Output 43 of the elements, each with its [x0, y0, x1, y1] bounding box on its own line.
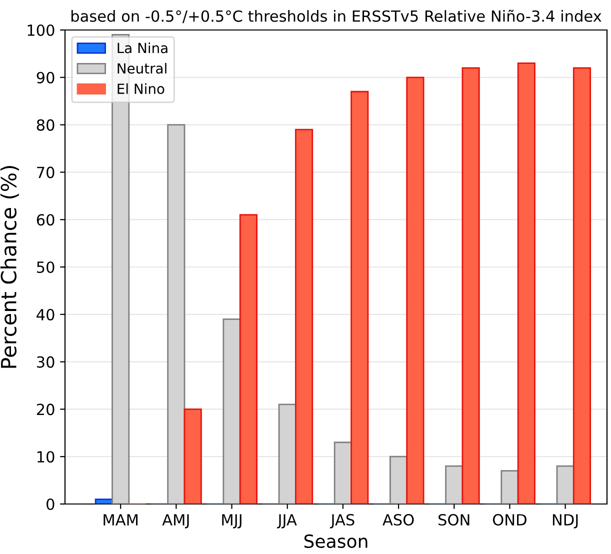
y-tick-label: 40 — [36, 308, 54, 320]
bar — [278, 404, 296, 504]
x-tick-label: AMJ — [162, 514, 189, 528]
bar — [462, 67, 480, 504]
y-tick-label: 70 — [37, 166, 54, 178]
y-tick-label: 100 — [28, 24, 54, 36]
y-tick-label: 90 — [36, 72, 54, 84]
legend-label: La Nina — [118, 42, 168, 54]
y-tick-label: 20 — [36, 404, 54, 416]
bar — [445, 465, 464, 504]
x-tick-label: JJA — [276, 514, 297, 528]
x-tick-label: MJJ — [222, 514, 242, 528]
x-tick-label: ASO — [382, 514, 414, 526]
y-tick-label: 80 — [36, 119, 54, 131]
y-axis-title: Percent Chance (%) — [0, 166, 19, 368]
bar — [94, 498, 113, 504]
x-tick-label: NDJ — [552, 514, 578, 528]
x-axis-title: Season — [304, 534, 368, 548]
chart-title: based on -0.5°/+0.5°C thresholds in ERSSTv5 Relative Niño-3.4 index — [71, 10, 602, 24]
legend-label: Neutral — [118, 62, 166, 74]
x-tick-label: JAS — [330, 514, 354, 528]
bar — [295, 128, 314, 504]
y-tick-label: 0 — [46, 498, 54, 510]
bar — [390, 456, 408, 504]
y-tick-label: 10 — [38, 451, 54, 463]
bar — [500, 470, 519, 504]
y-tick-label: 50 — [37, 261, 54, 274]
legend-label: El Nino — [118, 83, 164, 94]
bar — [556, 465, 574, 504]
bar — [167, 124, 186, 504]
bar — [334, 442, 352, 504]
bar — [222, 318, 241, 504]
x-tick-label: OND — [492, 514, 526, 526]
x-tick-label: SON — [438, 514, 470, 526]
bar — [350, 90, 369, 504]
y-tick-label: 30 — [37, 356, 54, 368]
bar — [406, 76, 424, 504]
bar — [239, 214, 258, 504]
x-tick-label: MAM — [104, 514, 138, 526]
y-tick-label: 60 — [36, 214, 54, 226]
bar — [184, 408, 202, 504]
bar — [517, 62, 536, 504]
bar — [572, 67, 592, 504]
